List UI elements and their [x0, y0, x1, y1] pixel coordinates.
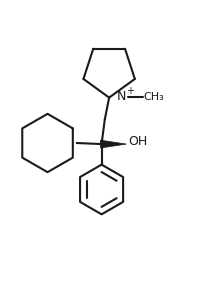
Text: +: + [125, 86, 133, 96]
Polygon shape [100, 140, 126, 148]
Text: N: N [116, 90, 125, 103]
Text: OH: OH [128, 135, 147, 148]
Text: CH₃: CH₃ [143, 92, 164, 102]
